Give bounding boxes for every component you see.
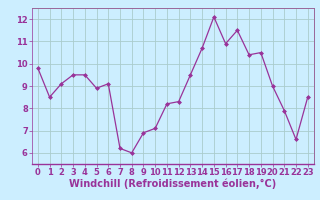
X-axis label: Windchill (Refroidissement éolien,°C): Windchill (Refroidissement éolien,°C) <box>69 179 276 189</box>
